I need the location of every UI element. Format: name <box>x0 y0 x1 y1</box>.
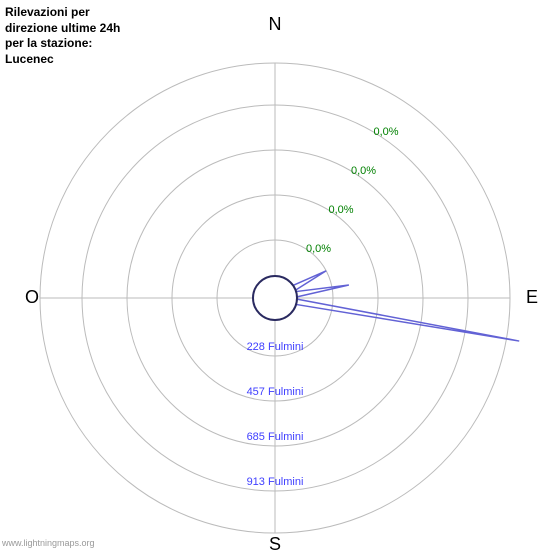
count-label-2: 685 Fulmini <box>247 431 304 443</box>
count-label-0: 228 Fulmini <box>247 341 304 353</box>
center-circle <box>253 276 297 320</box>
spike-rose <box>293 271 519 341</box>
pct-label-1: 0,0% <box>329 204 354 216</box>
pct-label-2: 0,0% <box>351 165 376 177</box>
pct-label-0: 0,0% <box>306 243 331 255</box>
count-label-3: 913 Fulmini <box>247 476 304 488</box>
count-label-1: 457 Fulmini <box>247 386 304 398</box>
cardinal-W: O <box>25 287 39 307</box>
cardinal-S: S <box>269 534 281 550</box>
cardinal-E: E <box>526 287 538 307</box>
cardinal-N: N <box>269 14 282 34</box>
pct-label-3: 0,0% <box>374 126 399 138</box>
polar-chart: 0,0% 0,0% 0,0% 0,0% 228 Fulmini 457 Fulmini 68… <box>0 0 550 550</box>
